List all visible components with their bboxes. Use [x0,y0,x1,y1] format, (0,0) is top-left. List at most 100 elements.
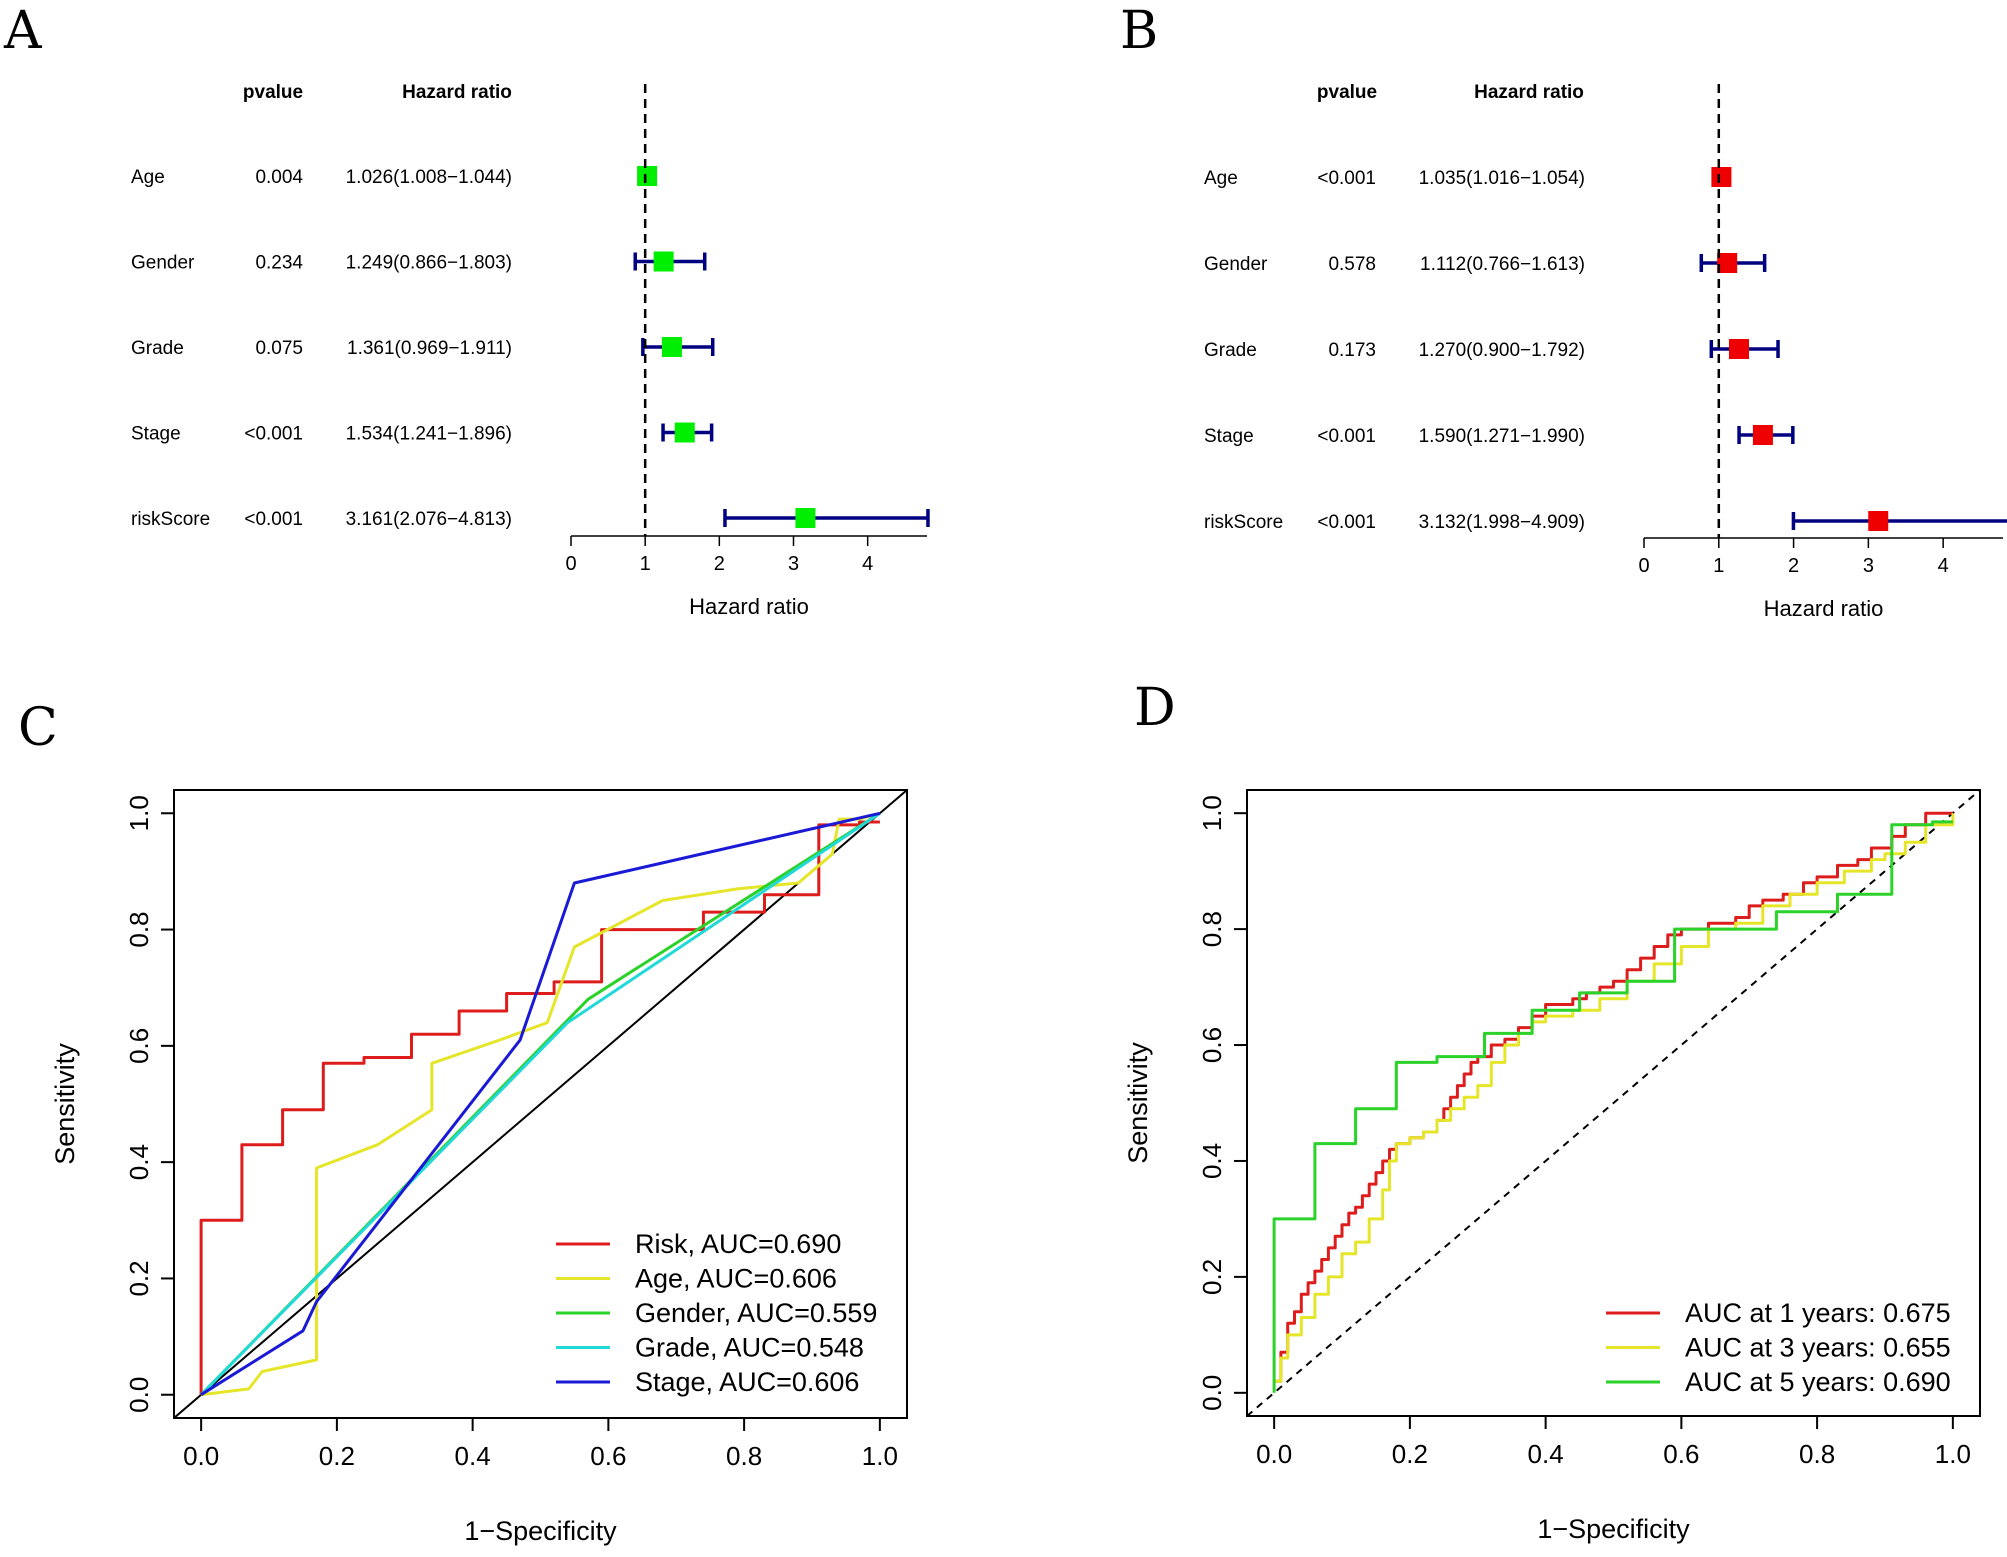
legend-label: Grade, AUC=0.548 [635,1333,864,1363]
x-tick-label: 2 [714,553,725,575]
x-tick-label: 0.2 [1392,1439,1428,1469]
pvalue-cell: 0.075 [255,338,303,359]
legend-label: Risk, AUC=0.690 [635,1229,841,1259]
x-tick-label: 1 [1713,555,1724,577]
hr-marker [637,166,658,186]
x-tick-label: 4 [862,553,873,575]
x-tick-label: 1.0 [862,1441,898,1471]
x-tick-label: 0.4 [455,1441,491,1471]
roc-plot-d: 0.0 0.2 0.4 0.6 0.8 1.0 0.0 0.2 0.4 0.6 0.8 1.0 1−Sp… [1123,789,1981,1544]
roc-curve-2 [200,811,881,1397]
x-tick-label: 2 [1788,555,1799,577]
hazard-ratio-cell: 1.249(0.866−1.803) [346,253,512,274]
y-tick-label: 0.8 [124,911,154,947]
hr-marker [653,251,674,272]
x-tick-label: 4 [1938,555,1949,577]
row-label-age: Age [1204,168,1238,189]
roc-curve-2 [1274,813,1955,1383]
roc-curve-1 [199,820,880,1395]
hr-marker [661,337,682,357]
x-tick-label: 1.0 [1935,1439,1971,1469]
y-tick-label: 0.0 [1197,1375,1227,1411]
roc-curve-1 [1274,811,1953,1383]
panel-label-b: B [1120,1,1158,61]
x-tick-label: 0.6 [1663,1439,1699,1469]
y-tick-label: 0.8 [1197,911,1227,947]
hazard-ratio-cell: 1.026(1.008−1.044) [346,167,512,188]
y-tick-label: 0.2 [1197,1259,1227,1295]
roc-curve-4 [200,812,881,1396]
x-tick-label: 0 [1638,555,1649,577]
legend-label: AUC at 1 years: 0.675 [1685,1298,1951,1328]
row-label-stage: Stage [1204,426,1254,447]
pvalue-cell: 0.234 [255,253,303,274]
forest-plot-b: pvalue Hazard ratio Age <0.001 1.035(1.016−1… [1204,82,2007,621]
pvalue-header: pvalue [243,82,303,103]
legend-label: AUC at 5 years: 0.690 [1685,1367,1951,1397]
hr-marker [1717,253,1738,273]
y-axis-label: Sensitivity [1123,1042,1153,1164]
row-label-stage: Stage [131,424,181,445]
hr-marker [1868,511,1889,531]
hr-marker [1728,339,1749,359]
hazard-ratio-cell: 1.035(1.016−1.054) [1419,168,1585,189]
row-label-gender: Gender [131,253,195,274]
hr-marker [1711,167,1732,187]
row-label-gender: Gender [1204,254,1268,275]
x-tick-label: 0.8 [726,1441,762,1471]
y-tick-label: 0.0 [124,1377,154,1413]
row-label-grade: Grade [1204,340,1257,361]
pvalue-cell: <0.001 [1317,512,1376,533]
pvalue-cell: 0.004 [255,167,303,188]
hazard-ratio-cell: 1.590(1.271−1.990) [1419,426,1585,447]
pvalue-cell: 0.173 [1328,340,1376,361]
y-tick-label: 0.6 [1197,1027,1227,1063]
hazard-ratio-cell: 1.534(1.241−1.896) [346,424,512,445]
y-tick-label: 1.0 [124,795,154,831]
x-tick-label: 0.4 [1528,1439,1564,1469]
x-tick-label: 0 [565,553,576,575]
panel-label-d: D [1134,678,1176,738]
x-tick-label: 0.8 [1799,1439,1835,1469]
x-axis-label: 1−Specificity [1537,1514,1690,1544]
row-label-grade: Grade [131,338,184,359]
y-tick-label: 1.0 [1197,795,1227,831]
x-axis-label: Hazard ratio [689,594,809,619]
hazard-ratio-cell: 3.161(2.076−4.813) [346,509,512,530]
row-label-riskscore: riskScore [1204,512,1283,533]
hazard-ratio-cell: 1.270(0.900−1.792) [1419,340,1585,361]
row-label-age: Age [131,167,165,188]
hazard-ratio-header: Hazard ratio [1474,82,1584,103]
roc-plot-c: 0.0 0.2 0.4 0.6 0.8 1.0 0.0 0.2 0.4 0.6 0.8 1.0 1−Sp… [50,789,908,1546]
pvalue-cell: <0.001 [244,424,303,445]
x-tick-label: 0.2 [319,1441,355,1471]
pvalue-cell: <0.001 [1317,426,1376,447]
x-axis-label: Hazard ratio [1764,596,1884,621]
row-label-riskscore: riskScore [131,509,210,530]
pvalue-cell: <0.001 [244,509,303,530]
legend-label: AUC at 3 years: 0.655 [1685,1333,1951,1363]
hazard-ratio-cell: 1.112(0.766−1.613) [1420,254,1585,275]
legend-label: Age, AUC=0.606 [635,1264,837,1294]
hr-marker [674,422,695,443]
hazard-ratio-cell: 1.361(0.969−1.911) [347,338,512,359]
y-tick-label: 0.4 [1197,1143,1227,1179]
y-tick-label: 0.2 [124,1260,154,1296]
roc-curve-3 [1272,820,1953,1393]
x-axis-label: 1−Specificity [464,1516,617,1546]
x-tick-label: 0.0 [183,1441,219,1471]
pvalue-cell: <0.001 [1317,168,1376,189]
x-tick-label: 0.0 [1256,1439,1292,1469]
x-tick-label: 1 [640,553,651,575]
panel-label-c: C [18,698,58,758]
hr-marker [1752,425,1773,445]
x-tick-label: 0.6 [590,1441,626,1471]
hazard-ratio-cell: 3.132(1.998−4.909) [1419,512,1585,533]
plot-frame [1246,789,1981,1417]
legend-label: Gender, AUC=0.559 [635,1298,877,1328]
panel-label-a: A [3,1,43,61]
diagonal-reference-line [1246,789,1981,1417]
hazard-ratio-header: Hazard ratio [402,82,512,103]
plot-frame [173,789,908,1419]
